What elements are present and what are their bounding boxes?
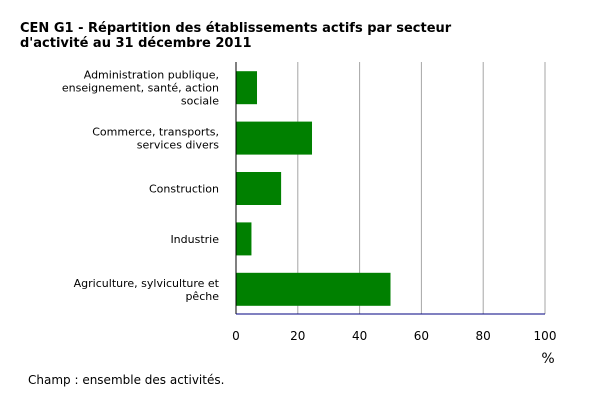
x-tick-label: 100: [534, 329, 557, 343]
category-label: Agriculture, sylviculture et: [74, 277, 220, 290]
x-axis-label: %: [541, 351, 554, 367]
category-label: Administration publique,: [84, 69, 219, 82]
bar: [236, 172, 282, 205]
category-label: pêche: [185, 290, 219, 303]
x-tick-label: 40: [352, 329, 367, 343]
bar: [236, 121, 313, 155]
x-tick-label: 20: [290, 329, 305, 343]
category-label: services divers: [137, 139, 219, 152]
category-label: enseignement, santé, action: [62, 82, 219, 95]
category-label: sociale: [181, 95, 219, 108]
bar: [236, 222, 252, 256]
chart-title: CEN G1 - Répartition des établissements …: [20, 21, 452, 51]
bar: [236, 272, 391, 306]
x-tick-label: 60: [414, 329, 429, 343]
category-label: Commerce, transports,: [92, 126, 219, 139]
x-tick-label: 80: [476, 329, 491, 343]
x-tick-label: 0: [232, 329, 240, 343]
category-label: Industrie: [170, 233, 219, 246]
scope-note: Champ : ensemble des activités.: [28, 373, 225, 387]
bar: [236, 71, 258, 105]
category-label: Construction: [149, 183, 219, 196]
